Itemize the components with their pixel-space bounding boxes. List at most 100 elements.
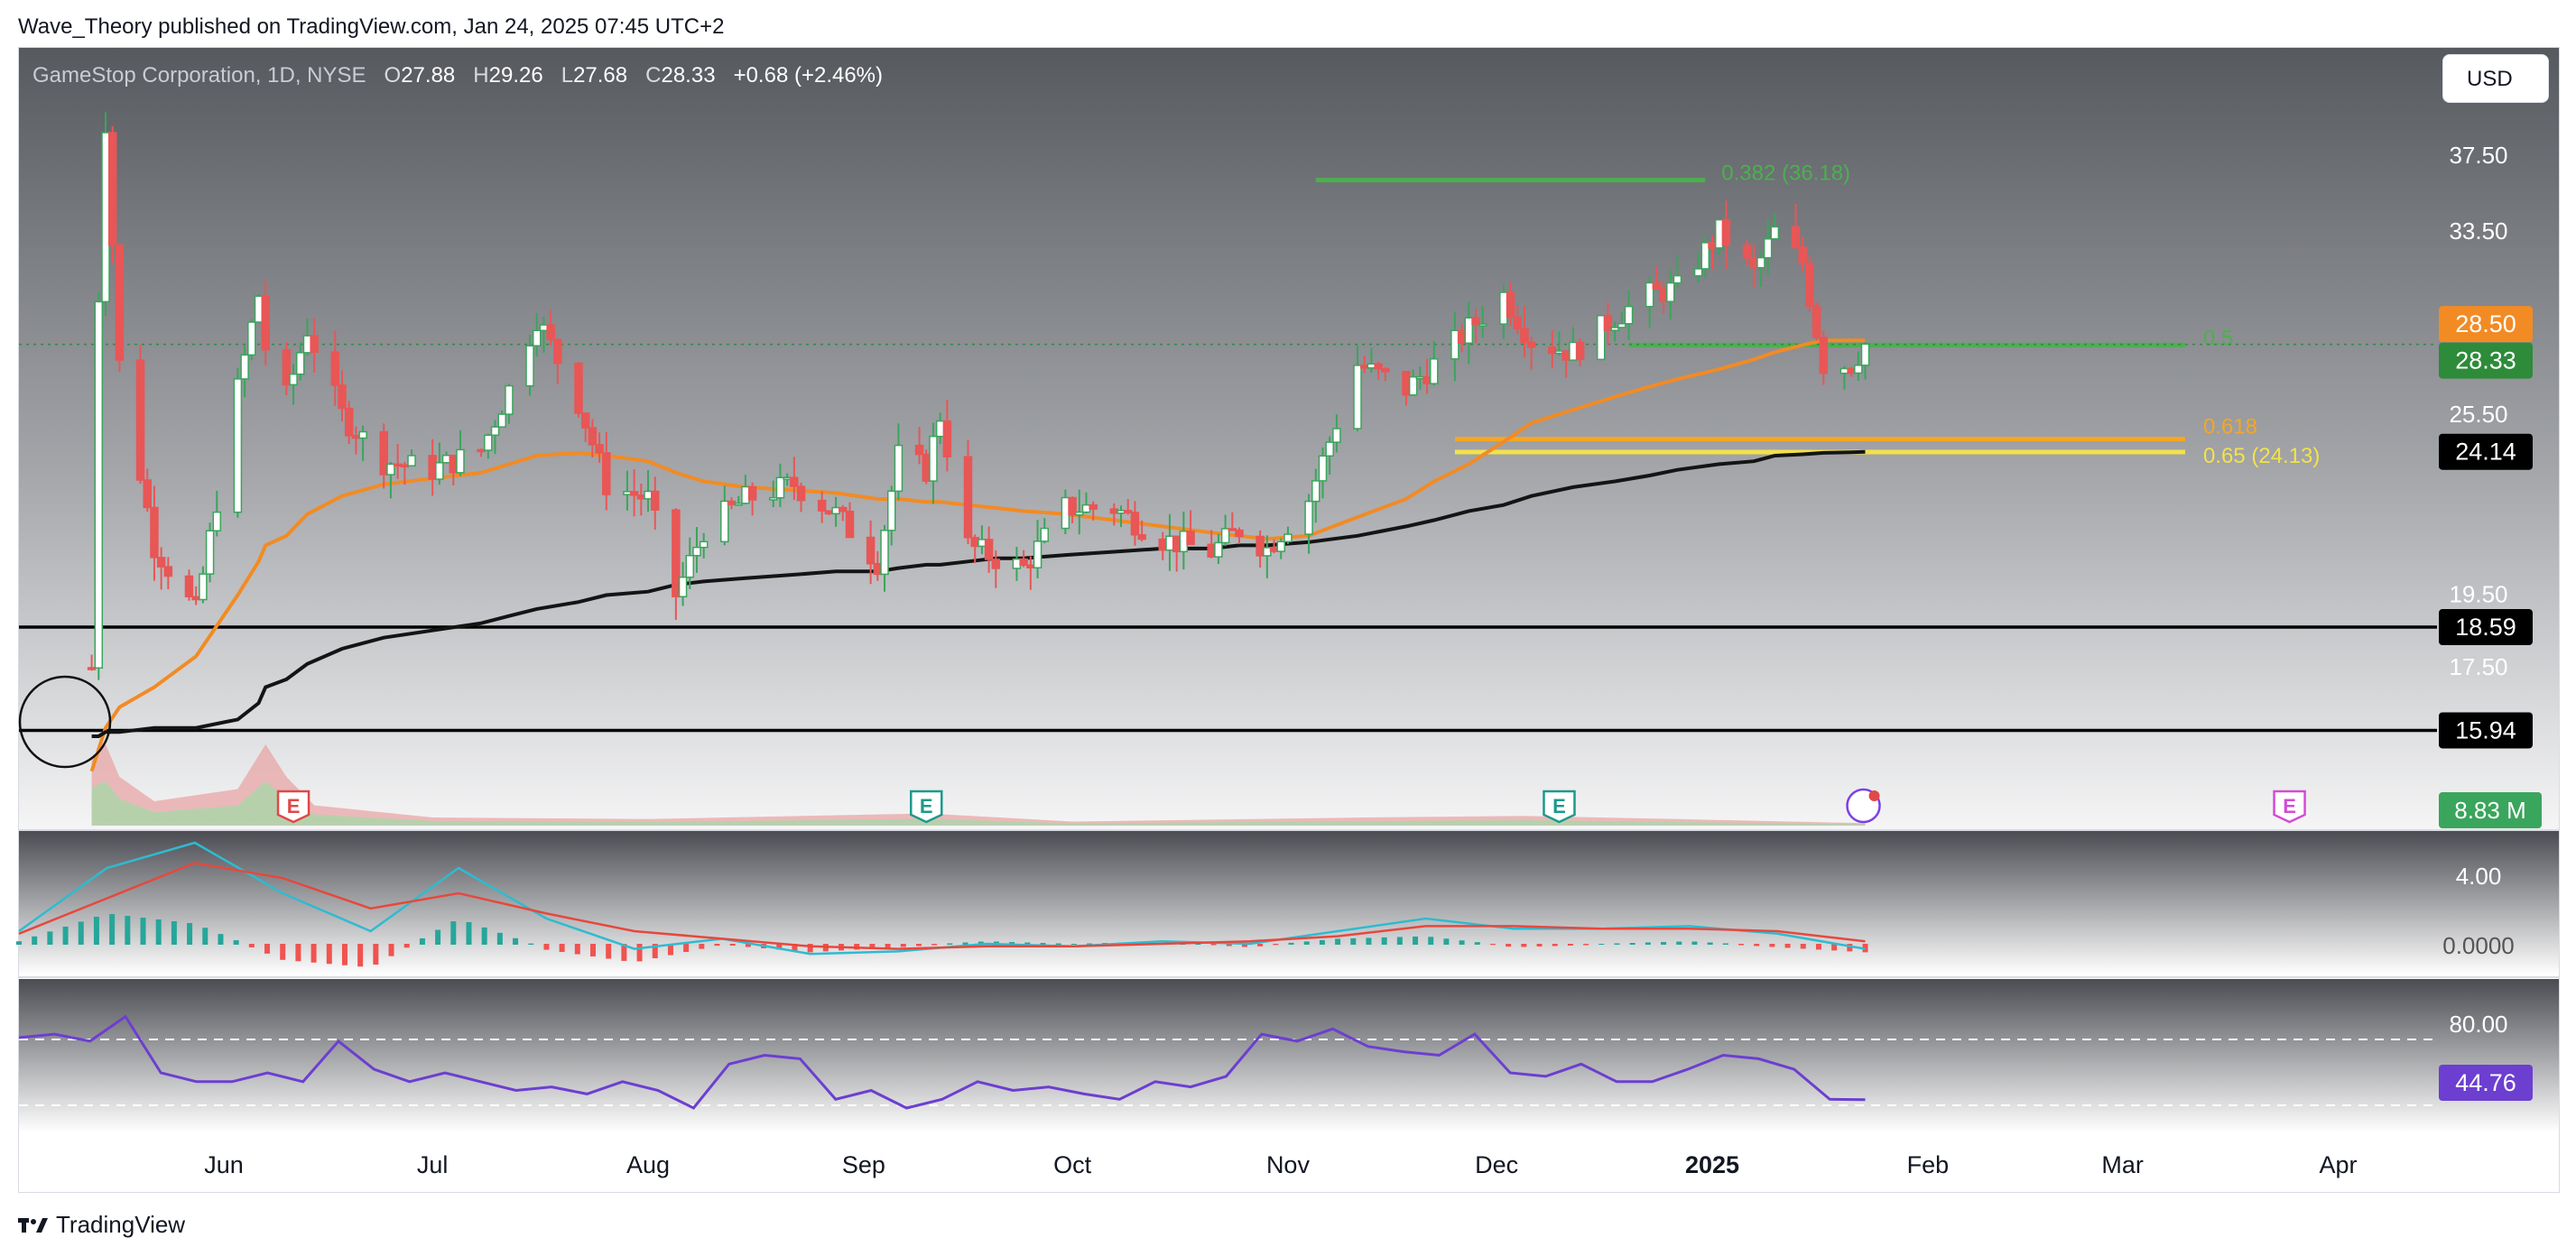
candle-body xyxy=(1499,291,1508,325)
macd-histogram-bar xyxy=(1459,940,1465,945)
macd-histogram-bar xyxy=(1521,944,1527,947)
y-tick-label: 33.50 xyxy=(2449,217,2507,245)
candle-body xyxy=(970,537,979,548)
macd-histogram-bar xyxy=(341,944,347,965)
candle-body xyxy=(386,463,395,476)
candle-body xyxy=(1283,533,1293,543)
candle-body xyxy=(546,324,555,341)
macd-histogram-bar xyxy=(1087,943,1093,945)
macd-histogram-bar xyxy=(900,944,906,947)
candle-body xyxy=(672,509,681,598)
candle-body xyxy=(525,345,534,387)
y-tick-label: 25.50 xyxy=(2449,401,2507,428)
macd-histogram-bar xyxy=(1428,937,1434,945)
candle-body xyxy=(880,530,889,576)
macd-histogram-bar xyxy=(1645,942,1651,945)
candle-body xyxy=(644,490,653,500)
candle-body xyxy=(1847,367,1856,374)
candle-body xyxy=(699,540,709,549)
macd-histogram-bar xyxy=(1489,944,1496,946)
candle-body xyxy=(1269,547,1279,552)
footer-brand[interactable]: TradingView xyxy=(18,1211,185,1239)
candle-body xyxy=(817,499,827,512)
candle-body xyxy=(1526,341,1536,348)
candle-body xyxy=(894,444,903,493)
candle-body xyxy=(1673,274,1682,284)
svg-text:E: E xyxy=(1552,795,1566,817)
macd-histogram-bar xyxy=(1381,937,1387,945)
candle-body xyxy=(1763,238,1773,259)
candle-body xyxy=(873,562,883,576)
macd-histogram-bar xyxy=(1009,942,1015,945)
x-tick-label: Sep xyxy=(842,1151,885,1178)
macd-histogram-bar xyxy=(280,944,286,960)
currency-button[interactable]: USD xyxy=(2442,54,2549,103)
candle-body xyxy=(539,324,549,332)
candle-body xyxy=(1304,500,1313,535)
candle-body xyxy=(1276,540,1286,552)
candle-body xyxy=(1610,327,1619,331)
candle-body xyxy=(533,329,542,346)
candle-body xyxy=(553,338,562,365)
macd-histogram-bar xyxy=(403,944,410,948)
macd-histogram-bar xyxy=(1722,943,1728,945)
symbol-name: GameStop Corporation, 1D, NYSE xyxy=(32,63,366,88)
candle-body xyxy=(156,557,166,568)
x-tick-label: Jun xyxy=(204,1151,244,1178)
candle-body xyxy=(574,362,583,414)
macd-histogram-bar xyxy=(807,944,813,953)
candle-body xyxy=(1575,341,1585,361)
candle-body xyxy=(456,448,465,474)
candle-body xyxy=(490,426,500,437)
candle-body xyxy=(1700,242,1710,270)
candle-body xyxy=(1311,480,1320,503)
macd-histogram-bar xyxy=(496,932,503,945)
fib-level-label: 0.618 xyxy=(2203,415,2257,439)
macd-histogram-bar xyxy=(1784,944,1791,948)
macd-histogram-bar xyxy=(1210,944,1217,946)
candle-body xyxy=(338,384,347,410)
candle-body xyxy=(407,455,416,466)
macd-histogram-bar xyxy=(109,914,116,945)
candle-body xyxy=(747,485,757,501)
candle-body xyxy=(330,351,340,386)
candle-body xyxy=(580,412,590,429)
macd-histogram-bar xyxy=(202,928,208,945)
macd-histogram-bar xyxy=(1474,942,1480,945)
candle-body xyxy=(1812,305,1821,338)
candle-body xyxy=(623,491,632,495)
fib-level-label: 0.65 (24.13) xyxy=(2203,444,2320,468)
candle-body xyxy=(1478,323,1487,327)
candle-body xyxy=(302,335,312,354)
macd-histogram-bar xyxy=(1614,943,1620,945)
candle-body xyxy=(991,559,1001,569)
macd-histogram-bar xyxy=(62,926,69,945)
macd-histogram-bar xyxy=(16,941,22,945)
candle-body xyxy=(351,435,361,439)
macd-histogram-bar xyxy=(667,944,673,956)
low-label: L xyxy=(561,63,574,88)
candle-body xyxy=(1471,317,1480,326)
candle-body xyxy=(344,407,354,437)
macd-tick-label: 4.00 xyxy=(2456,863,2502,890)
candle-body xyxy=(1402,371,1411,396)
macd-histogram-bar xyxy=(792,944,798,951)
candle-body xyxy=(1798,246,1807,264)
candle-body xyxy=(1666,282,1675,302)
macd-histogram-bar xyxy=(621,944,627,961)
candle-body xyxy=(824,510,834,515)
candle-body xyxy=(963,456,973,539)
x-tick-label: Mar xyxy=(2101,1151,2144,1178)
x-tick-label: 2025 xyxy=(1685,1151,1739,1178)
candle-body xyxy=(1137,533,1146,540)
macd-histogram-bar xyxy=(1055,943,1061,945)
candle-body xyxy=(477,448,486,453)
macd-histogram-bar xyxy=(326,944,332,965)
candle-body xyxy=(1359,365,1369,369)
candle-body xyxy=(435,462,444,480)
candle-body xyxy=(1464,317,1474,344)
price-tags: 28.50 28.33 24.14 18.59 15.94 8.83 M 44.76 xyxy=(2439,306,2542,1101)
earnings-marker-icon: E xyxy=(1543,790,1576,824)
